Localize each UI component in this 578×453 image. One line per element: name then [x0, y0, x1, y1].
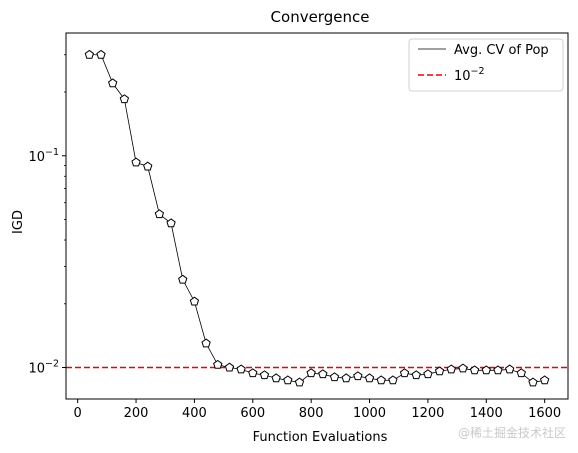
data-point	[528, 377, 538, 387]
data-point	[446, 364, 456, 374]
data-point	[539, 375, 550, 385]
plot-area	[66, 49, 568, 387]
data-point	[154, 209, 165, 219]
data-point	[306, 368, 316, 378]
legend-label: Avg. CV of Pop	[454, 43, 549, 58]
y-tick-label-exponent: −1	[45, 147, 59, 158]
legend-reference-label: 10−2	[454, 66, 485, 84]
data-point	[271, 373, 281, 383]
chart-title: Convergence	[271, 8, 370, 26]
x-tick-label: 1200	[411, 406, 444, 421]
data-point	[236, 364, 246, 374]
data-point	[294, 377, 305, 387]
data-point	[516, 368, 526, 378]
data-point	[119, 94, 130, 104]
series-line	[89, 54, 545, 383]
legend: Avg. CV of Pop 10−2	[408, 38, 564, 92]
data-point	[493, 365, 503, 375]
data-point	[364, 373, 375, 383]
data-point	[388, 375, 398, 385]
data-point	[353, 371, 363, 381]
x-tick-label: 1000	[353, 406, 386, 421]
x-tick-label: 0	[74, 406, 82, 421]
y-axis: 10−210−1	[28, 54, 66, 377]
y-tick-label: 10−1	[28, 147, 59, 165]
data-point	[166, 218, 176, 228]
data-point	[481, 365, 491, 375]
data-point	[248, 368, 258, 378]
data-point	[108, 78, 118, 88]
y-tick-label-base: 10	[28, 362, 45, 377]
y-tick-label: 10−2	[28, 359, 59, 377]
data-point	[341, 373, 351, 383]
data-point	[201, 338, 211, 348]
data-point	[178, 274, 188, 284]
legend-box	[408, 38, 564, 92]
data-point	[131, 157, 141, 167]
data-point	[84, 49, 95, 59]
data-point	[504, 364, 515, 374]
x-tick-label: 400	[182, 406, 207, 421]
data-point	[318, 369, 328, 379]
legend-reference-label-base: 10	[454, 69, 471, 84]
x-tick-label: 200	[124, 406, 149, 421]
data-point	[399, 368, 410, 378]
y-axis-label: IGD	[11, 210, 26, 234]
data-point	[411, 370, 421, 380]
x-axis-label: Function Evaluations	[253, 430, 388, 445]
x-axis: 0 200 400 600 800 1000 1200 1400 1600	[74, 399, 561, 421]
data-point	[458, 363, 468, 373]
x-tick-label: 800	[299, 406, 324, 421]
legend-reference-label-exponent: −2	[471, 66, 485, 77]
data-point	[376, 375, 386, 385]
data-point	[329, 372, 340, 382]
x-tick-label: 1600	[528, 406, 561, 421]
data-point	[283, 375, 293, 385]
data-point	[434, 366, 445, 376]
data-point	[423, 369, 433, 379]
y-tick-label-exponent: −2	[45, 359, 59, 370]
x-tick-label: 1400	[470, 406, 503, 421]
watermark: @稀土掘金技术社区	[457, 426, 566, 440]
data-point	[259, 370, 270, 380]
y-tick-label-base: 10	[28, 150, 45, 165]
data-point	[143, 161, 153, 171]
data-point	[96, 49, 106, 59]
data-point	[189, 296, 200, 306]
data-point	[213, 359, 223, 369]
plot-frame	[65, 32, 569, 400]
data-point	[224, 362, 235, 372]
data-point	[469, 365, 480, 375]
x-tick-label: 600	[240, 406, 265, 421]
